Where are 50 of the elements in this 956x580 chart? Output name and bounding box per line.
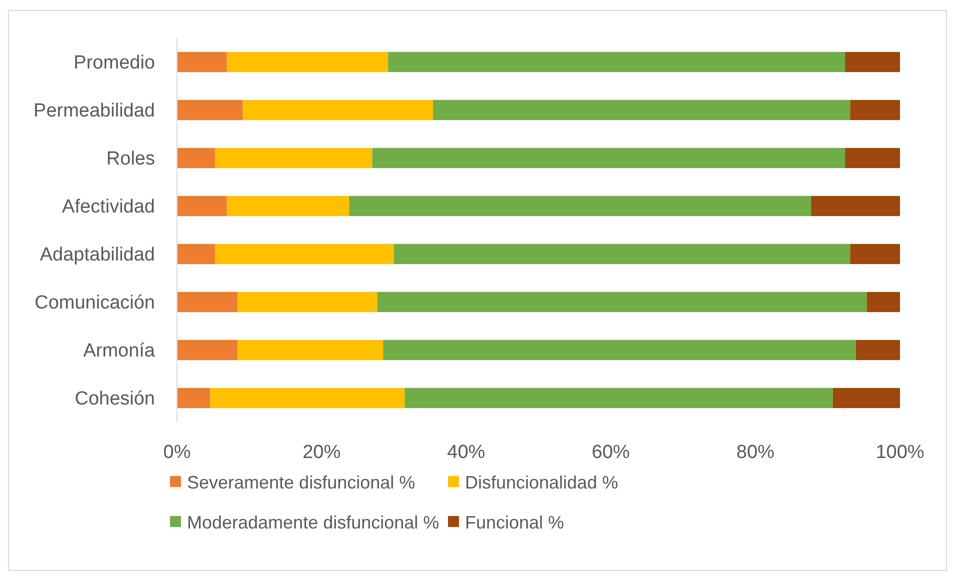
y-tick-label: Promedio [74, 52, 155, 74]
bar [866, 292, 900, 312]
bar [215, 148, 372, 168]
bar [177, 100, 243, 120]
bar [856, 340, 900, 360]
legend-label: Severamente disfuncional % [187, 472, 416, 492]
bar [177, 388, 210, 408]
bar [845, 52, 900, 72]
bar [394, 244, 850, 264]
bar [238, 292, 378, 312]
bar [177, 340, 238, 360]
x-tick-label: 100% [876, 442, 924, 463]
x-tick-label: 60% [592, 442, 630, 463]
bar [177, 292, 238, 312]
bar [372, 148, 846, 168]
bar [377, 292, 867, 312]
bar [349, 196, 812, 216]
y-tick-label: Roles [106, 148, 155, 170]
bar [226, 52, 388, 72]
legend-label: Funcional % [465, 512, 564, 532]
bar [177, 148, 216, 168]
bar [832, 388, 900, 408]
x-tick-label: 40% [447, 442, 486, 463]
bar [404, 388, 833, 408]
bar [845, 148, 900, 168]
bar [226, 196, 350, 216]
bar [432, 100, 850, 120]
bar [811, 196, 900, 216]
bar [850, 244, 900, 264]
bar [215, 244, 394, 264]
legend-label: Disfuncionalidad % [465, 472, 618, 492]
bar [850, 100, 900, 120]
bar [238, 340, 384, 360]
y-tick-label: Permeabilidad [34, 100, 155, 122]
y-tick-label: Comunicación [34, 292, 155, 314]
bar [388, 52, 846, 72]
bar [177, 196, 227, 216]
x-tick-label: 80% [736, 442, 775, 463]
y-tick-label: Armonía [83, 340, 156, 362]
y-tick-label: Cohesión [74, 388, 155, 410]
bar [383, 340, 856, 360]
bar [242, 100, 433, 120]
bar [177, 244, 216, 264]
y-tick-label: Afectividad [62, 196, 155, 218]
x-tick-label: 20% [302, 442, 341, 463]
bar [210, 388, 405, 408]
legend-label: Moderadamente disfuncional % [187, 512, 440, 532]
bar [177, 52, 227, 72]
y-tick-label: Adaptabilidad [40, 244, 155, 266]
x-tick-label: 0% [163, 442, 191, 463]
